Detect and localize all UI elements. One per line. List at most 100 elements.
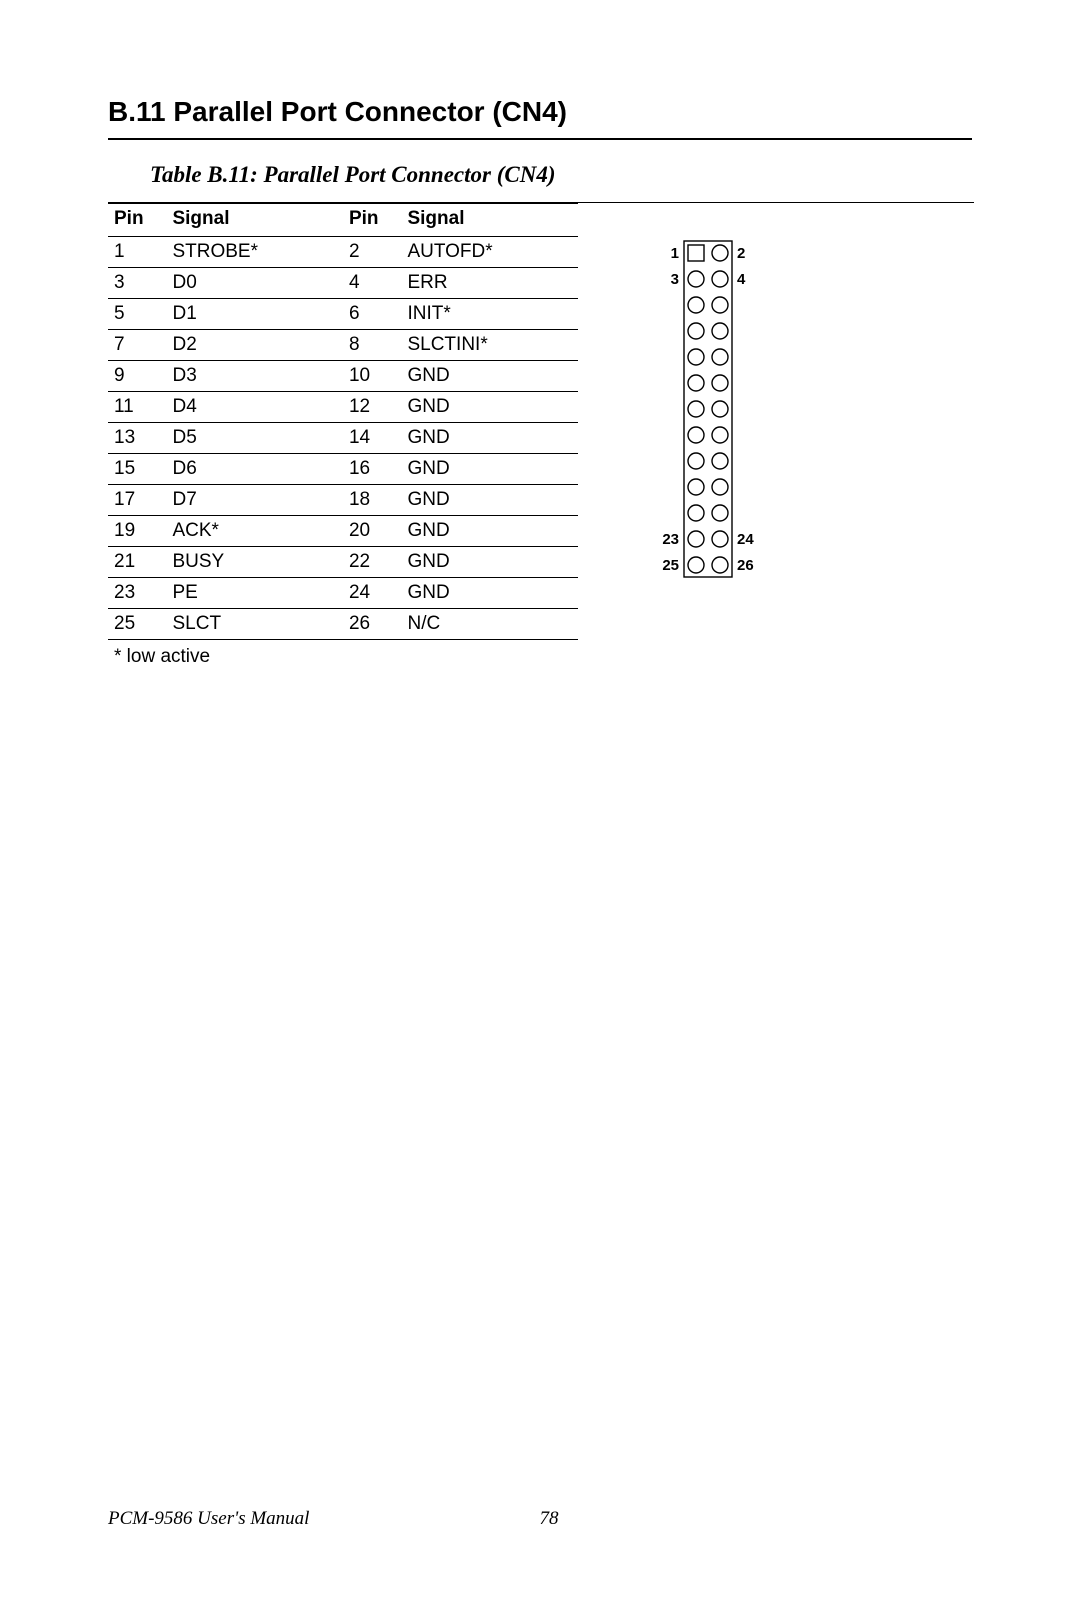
connector-pin-label: 24 <box>737 531 754 548</box>
connector-pin <box>712 505 728 521</box>
table-cell-sig1: D3 <box>166 361 343 392</box>
table-row: 1STROBE*2AUTOFD* <box>108 237 578 268</box>
pin-table: Pin Signal Pin Signal 1STROBE*2AUTOFD*3D… <box>108 203 578 640</box>
table-cell-pin1: 15 <box>108 454 166 485</box>
connector-outline <box>684 241 732 577</box>
connector-pin <box>712 271 728 287</box>
connector-pin <box>712 557 728 573</box>
table-cell-pin1: 17 <box>108 485 166 516</box>
table-row: 13D514GND <box>108 423 578 454</box>
table-cell-pin2: 4 <box>343 268 401 299</box>
table-caption: Table B.11: Parallel Port Connector (CN4… <box>150 162 972 188</box>
connector-pin <box>712 427 728 443</box>
table-cell-sig2: GND <box>401 361 578 392</box>
table-cell-sig1: D2 <box>166 330 343 361</box>
table-cell-pin2: 14 <box>343 423 401 454</box>
table-cell-sig2: GND <box>401 423 578 454</box>
connector-pin-label: 25 <box>662 557 679 574</box>
table-cell-sig2: GND <box>401 485 578 516</box>
content-row: Pin Signal Pin Signal 1STROBE*2AUTOFD*3D… <box>108 203 972 668</box>
col-header-pin1: Pin <box>108 204 166 237</box>
table-cell-pin2: 24 <box>343 578 401 609</box>
connector-pin <box>688 505 704 521</box>
table-header-row: Pin Signal Pin Signal <box>108 204 578 237</box>
table-cell-pin2: 26 <box>343 609 401 640</box>
table-cell-sig1: D7 <box>166 485 343 516</box>
connector-pin-label: 1 <box>671 245 679 262</box>
table-cell-pin2: 16 <box>343 454 401 485</box>
connector-pin <box>712 297 728 313</box>
table-cell-sig2: GND <box>401 454 578 485</box>
table-row: 5D16INIT* <box>108 299 578 330</box>
connector-pin <box>688 323 704 339</box>
table-cell-sig2: INIT* <box>401 299 578 330</box>
table-cell-sig1: ACK* <box>166 516 343 547</box>
table-row: 9D310GND <box>108 361 578 392</box>
table-cell-sig1: D6 <box>166 454 343 485</box>
table-cell-sig1: D4 <box>166 392 343 423</box>
connector-pin <box>688 271 704 287</box>
table-cell-sig2: GND <box>401 547 578 578</box>
table-row: 3D04ERR <box>108 268 578 299</box>
table-cell-pin2: 6 <box>343 299 401 330</box>
table-row: 17D718GND <box>108 485 578 516</box>
connector-pin-label: 26 <box>737 557 754 574</box>
table-cell-pin2: 20 <box>343 516 401 547</box>
connector-pin <box>712 531 728 547</box>
table-cell-sig2: SLCTINI* <box>401 330 578 361</box>
table-row: 19ACK*20GND <box>108 516 578 547</box>
table-cell-sig2: N/C <box>401 609 578 640</box>
connector-pin <box>688 531 704 547</box>
connector-pin <box>688 297 704 313</box>
connector-pin <box>712 323 728 339</box>
table-cell-sig1: D5 <box>166 423 343 454</box>
table-cell-pin2: 12 <box>343 392 401 423</box>
table-row: 7D28SLCTINI* <box>108 330 578 361</box>
table-cell-pin2: 10 <box>343 361 401 392</box>
section-heading: B.11 Parallel Port Connector (CN4) <box>108 96 972 140</box>
connector-pin <box>712 349 728 365</box>
table-row: 23PE24GND <box>108 578 578 609</box>
connector-pin <box>688 349 704 365</box>
table-cell-pin1: 1 <box>108 237 166 268</box>
page-footer: PCM-9586 User's Manual 78 <box>108 1508 972 1530</box>
connector-pin <box>712 453 728 469</box>
table-cell-sig2: GND <box>401 578 578 609</box>
connector-pin <box>688 453 704 469</box>
table-cell-sig1: PE <box>166 578 343 609</box>
table-footnote: * low active <box>114 646 578 668</box>
table-cell-sig1: BUSY <box>166 547 343 578</box>
page: B.11 Parallel Port Connector (CN4) Table… <box>0 0 1080 668</box>
connector-pin <box>688 375 704 391</box>
col-header-pin2: Pin <box>343 204 401 237</box>
table-cell-pin1: 23 <box>108 578 166 609</box>
table-cell-sig1: STROBE* <box>166 237 343 268</box>
table-cell-pin1: 3 <box>108 268 166 299</box>
table-cell-pin2: 22 <box>343 547 401 578</box>
footer-page-number: 78 <box>539 1508 558 1530</box>
connector-diagram: 123423242526 <box>648 239 788 624</box>
table-cell-pin2: 2 <box>343 237 401 268</box>
col-header-sig1: Signal <box>166 204 343 237</box>
table-cell-pin1: 11 <box>108 392 166 423</box>
connector-pin-label: 23 <box>662 531 679 548</box>
table-cell-pin2: 18 <box>343 485 401 516</box>
connector-pin <box>712 245 728 261</box>
table-row: 25SLCT26N/C <box>108 609 578 640</box>
table-cell-sig2: GND <box>401 392 578 423</box>
table-cell-sig2: ERR <box>401 268 578 299</box>
table-cell-pin1: 7 <box>108 330 166 361</box>
table-row: 15D616GND <box>108 454 578 485</box>
pin-table-body: 1STROBE*2AUTOFD*3D04ERR5D16INIT*7D28SLCT… <box>108 237 578 640</box>
table-cell-sig1: D1 <box>166 299 343 330</box>
table-row: 21BUSY22GND <box>108 547 578 578</box>
table-cell-sig2: GND <box>401 516 578 547</box>
connector-pin-label: 2 <box>737 245 745 262</box>
connector-pin <box>688 245 704 261</box>
table-cell-sig2: AUTOFD* <box>401 237 578 268</box>
pin-table-wrapper: Pin Signal Pin Signal 1STROBE*2AUTOFD*3D… <box>108 203 578 668</box>
connector-pin <box>688 557 704 573</box>
table-cell-pin1: 19 <box>108 516 166 547</box>
connector-pin-label: 4 <box>737 271 746 288</box>
connector-pin <box>712 401 728 417</box>
